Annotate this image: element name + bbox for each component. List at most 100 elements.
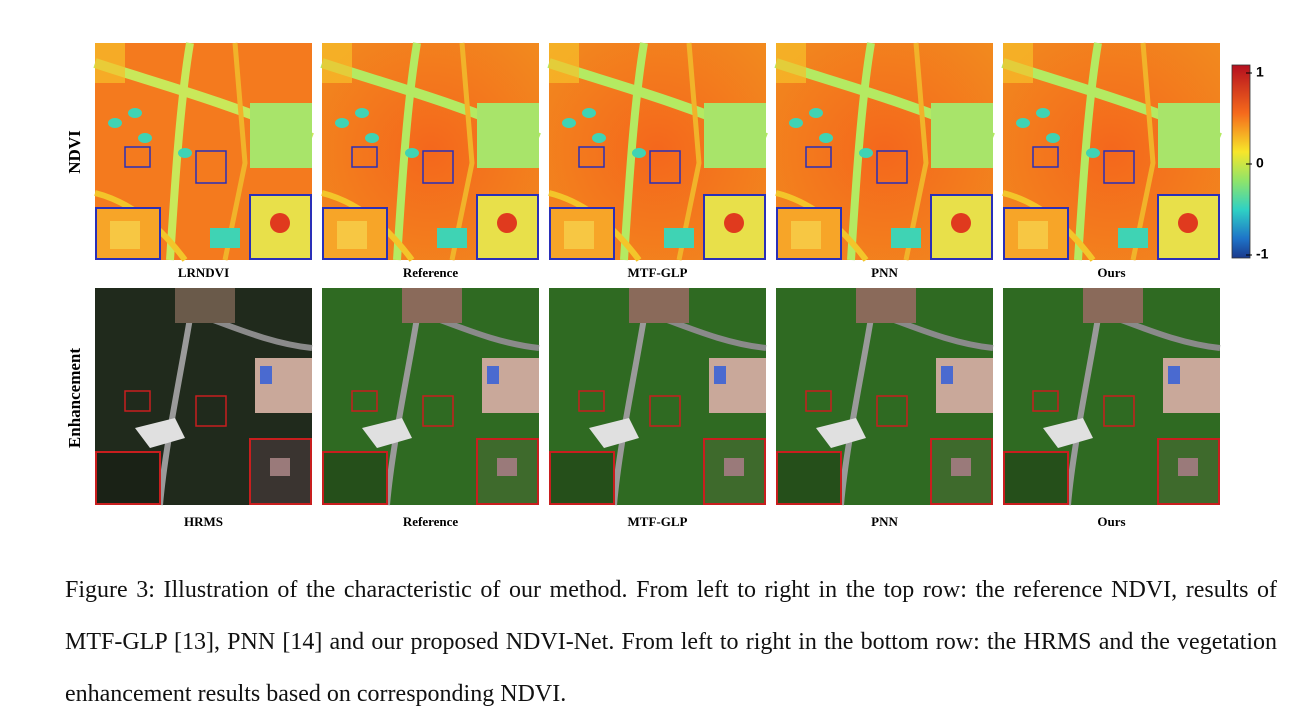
bare-ground [402, 288, 462, 323]
figure: NDVI LRNDVI Reference MTF-GLP PNN Ours Enhance… [65, 42, 1269, 529]
roi-box [195, 395, 227, 427]
panel-image [1001, 42, 1222, 262]
road [1074, 42, 1102, 261]
panel-caption: Ours [1097, 265, 1125, 280]
inset-detail [724, 213, 744, 233]
roi-box [649, 395, 681, 427]
roi-box [876, 395, 908, 427]
panel-image [547, 42, 768, 262]
building [260, 366, 272, 384]
panel-image [95, 288, 313, 506]
inset-detail [951, 213, 971, 233]
panel-caption: MTF-GLP [628, 265, 688, 280]
inset-detail [270, 458, 290, 476]
roi-box [1103, 150, 1135, 184]
water [562, 118, 576, 128]
water [664, 228, 694, 248]
water [1036, 108, 1050, 118]
inset-detail [791, 221, 821, 249]
roi-box [1032, 390, 1059, 412]
row-label: NDVI [65, 130, 84, 174]
row-label: Enhancement [65, 348, 84, 448]
water [365, 133, 379, 143]
panel-caption: Reference [403, 265, 459, 280]
water [335, 118, 349, 128]
inset-detail [270, 213, 290, 233]
water [859, 148, 873, 158]
roi-box [578, 146, 605, 168]
field [477, 103, 539, 168]
water [1086, 148, 1100, 158]
inset-detail [497, 213, 517, 233]
roi-box [1103, 395, 1135, 427]
panel-caption: LRNDVI [178, 265, 229, 280]
field [1003, 43, 1033, 83]
inset [322, 451, 388, 505]
inset-detail [110, 221, 140, 249]
water [108, 118, 122, 128]
water [138, 133, 152, 143]
water [210, 228, 240, 248]
building [941, 366, 953, 384]
water [809, 108, 823, 118]
bare-ground [629, 288, 689, 323]
field [95, 43, 125, 83]
inset [249, 438, 312, 505]
water [632, 148, 646, 158]
inset-detail [724, 458, 744, 476]
facility [362, 418, 412, 448]
building [487, 366, 499, 384]
panel-image [549, 288, 767, 506]
inset [776, 451, 842, 505]
panel-image [322, 288, 540, 506]
panel-caption: Ours [1097, 514, 1125, 529]
water [1016, 118, 1030, 128]
water [819, 133, 833, 143]
field [549, 43, 579, 83]
inset [95, 451, 161, 505]
building [714, 366, 726, 384]
road [676, 42, 702, 261]
inset [703, 438, 766, 505]
panel-image [320, 42, 541, 262]
road [166, 42, 194, 261]
roi-box [805, 390, 832, 412]
panel-caption: MTF-GLP [628, 514, 688, 529]
road [1130, 42, 1156, 261]
roi-box [351, 390, 378, 412]
water [437, 228, 467, 248]
roi-box [578, 390, 605, 412]
panel-caption: Reference [403, 514, 459, 529]
bare-ground [1083, 288, 1143, 323]
inset-detail [1018, 221, 1048, 249]
roi-box [1032, 146, 1059, 168]
water [582, 108, 596, 118]
water [178, 148, 192, 158]
inset [549, 451, 615, 505]
field [322, 43, 352, 83]
road [838, 317, 874, 506]
panel-image [93, 42, 314, 262]
water [1118, 228, 1148, 248]
road [903, 42, 929, 261]
field [1158, 103, 1220, 168]
building [1168, 366, 1180, 384]
road [222, 42, 248, 261]
field [704, 103, 766, 168]
roi-box [351, 146, 378, 168]
colorbar-tick-label: -1 [1256, 246, 1269, 262]
water [355, 108, 369, 118]
panel-image [774, 42, 995, 262]
roi-box [195, 150, 227, 184]
inset-detail [1178, 458, 1198, 476]
road [449, 42, 475, 261]
road [620, 42, 648, 261]
bare-ground [175, 288, 235, 323]
roi-box [876, 150, 908, 184]
road [847, 42, 875, 261]
field [250, 103, 312, 168]
field [776, 43, 806, 83]
roi-box [805, 146, 832, 168]
roi-box [124, 390, 151, 412]
